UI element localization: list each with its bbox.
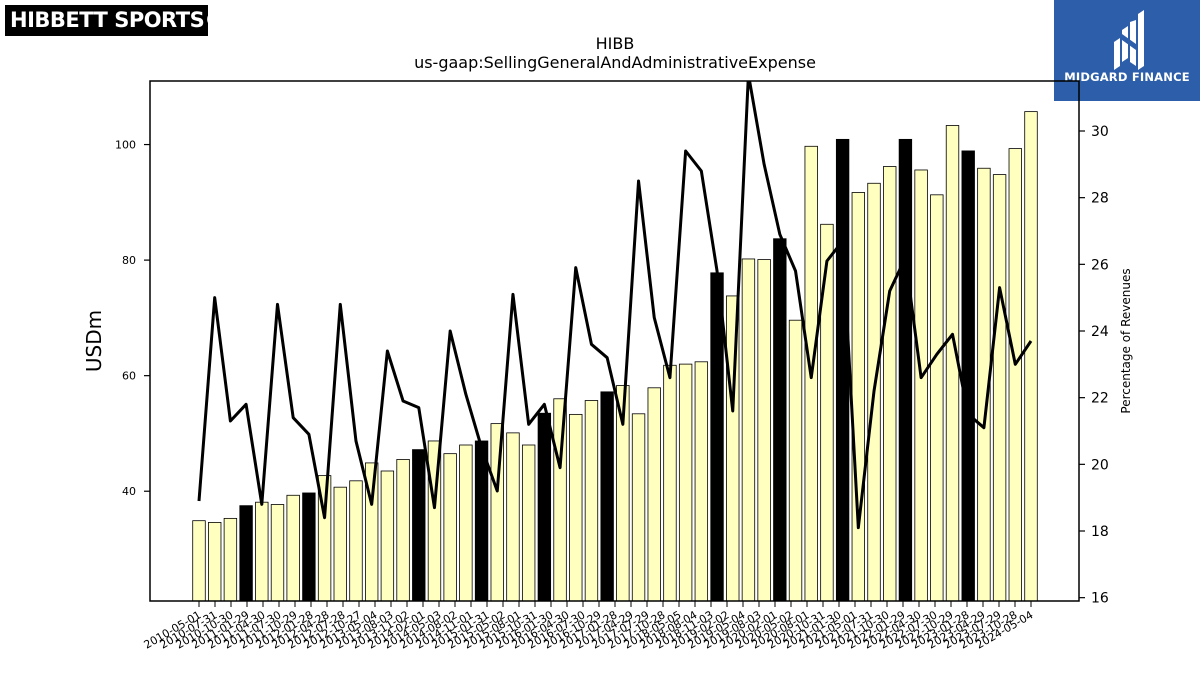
bar <box>349 480 363 602</box>
y2-tick-label: 20 <box>1091 457 1109 473</box>
chart-title: HIBB <box>596 34 635 53</box>
y-axis-left: 40 60 80 100 <box>115 139 150 498</box>
hibbett-sports-logo: HIBBETT SPORTS® <box>5 5 208 36</box>
y2-tick-label: 22 <box>1091 391 1109 407</box>
bar <box>992 174 1007 602</box>
y2-axis-label: Percentage of Revenues <box>1119 268 1133 413</box>
x-axis: 2010-05-012010-07-312010-10-302011-01-29… <box>142 601 1036 652</box>
bar <box>537 412 552 602</box>
line-series <box>197 81 1033 530</box>
bar <box>757 259 771 602</box>
bar <box>569 413 583 602</box>
bar <box>302 492 316 602</box>
midgard-finance-logo: MIDGARD FINANCE <box>1054 0 1200 101</box>
bar <box>631 413 646 602</box>
chart-subtitle: us-gaap:SellingGeneralAndAdministrativeE… <box>414 53 816 72</box>
bar <box>208 522 222 602</box>
y2-tick-label: 26 <box>1091 257 1109 273</box>
midgard-logo-mark-icon <box>1114 10 1144 70</box>
bar <box>584 400 599 602</box>
bar <box>647 387 661 602</box>
y-axis-label: USDm <box>82 310 106 372</box>
y-tick-label: 60 <box>122 370 136 383</box>
midgard-logo-text: MIDGARD FINANCE <box>1064 70 1190 84</box>
y2-tick-label: 30 <box>1091 124 1109 140</box>
bar <box>961 150 975 602</box>
bar <box>506 432 520 602</box>
bar <box>1008 148 1022 602</box>
bar <box>1024 111 1038 602</box>
bar <box>270 504 285 602</box>
bar <box>663 364 677 602</box>
y2-tick-label: 28 <box>1091 191 1109 207</box>
percentage-line <box>197 81 1033 530</box>
y2-tick-label: 24 <box>1091 324 1109 340</box>
y-axis-right: 16 18 20 22 24 26 28 30 <box>1079 124 1109 607</box>
bar <box>898 138 913 602</box>
bar <box>820 223 834 602</box>
bar <box>255 501 269 602</box>
bar <box>239 505 253 602</box>
bar <box>223 517 238 602</box>
y2-tick-label: 18 <box>1091 524 1109 540</box>
bar <box>459 444 473 602</box>
bar <box>380 470 395 602</box>
bar <box>474 440 489 602</box>
bar <box>286 494 300 602</box>
y2-tick-label: 16 <box>1091 591 1109 607</box>
bar <box>741 258 756 602</box>
bar <box>412 449 426 602</box>
bar <box>192 520 206 602</box>
bar <box>396 459 410 602</box>
y-tick-label: 100 <box>115 139 136 152</box>
y-tick-label: 80 <box>122 254 136 267</box>
bar <box>333 486 347 602</box>
bar <box>694 361 709 602</box>
bar <box>678 363 693 602</box>
bar <box>883 166 897 602</box>
y-tick-label: 40 <box>122 485 136 498</box>
bar <box>835 138 850 602</box>
bar <box>600 391 614 602</box>
bar <box>443 453 457 602</box>
bar <box>773 238 787 602</box>
bar-series <box>192 111 1038 602</box>
hibbett-logo-text: HIBBETT SPORTS® <box>10 8 208 32</box>
bar <box>521 444 536 602</box>
bar <box>914 169 928 602</box>
bar <box>851 192 865 602</box>
bar <box>788 319 803 602</box>
bar <box>930 194 944 602</box>
